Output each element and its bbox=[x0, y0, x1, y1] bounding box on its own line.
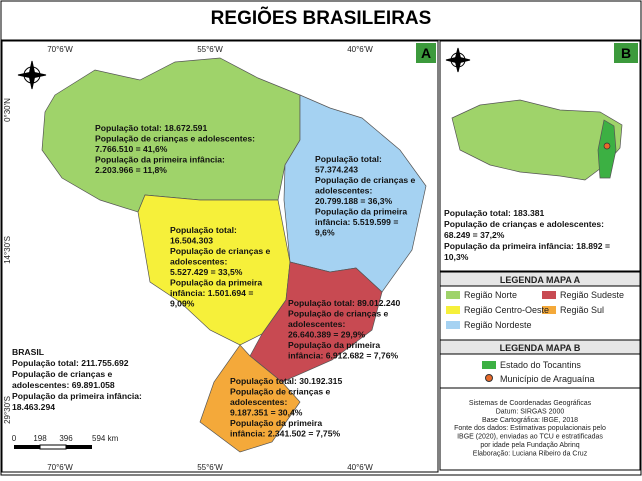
region-stats: 2.203.966 = 11,8% bbox=[95, 165, 167, 175]
map-a bbox=[41, 57, 427, 453]
coord-label: 70°6'W bbox=[47, 463, 73, 472]
region-sudeste bbox=[249, 261, 383, 383]
brasil-stats: 18.463.294 bbox=[12, 402, 55, 412]
region-stats: 26.640.389 = 29,9% bbox=[288, 330, 366, 340]
region-stats: 5.527.429 = 33,5% bbox=[170, 267, 243, 277]
info-line: Base Cartográfica: IBGE, 2018 bbox=[482, 417, 578, 424]
info-line: Sistemas de Coordenadas Geográficas bbox=[469, 400, 592, 407]
region-stats: População de crianças e bbox=[170, 246, 271, 256]
region-sul bbox=[199, 344, 301, 453]
coord-label: 70°6'W bbox=[47, 45, 73, 54]
region-stats: População de crianças e bbox=[315, 175, 416, 185]
panel-b-stats: 10,3% bbox=[444, 252, 469, 262]
region-stats: 7.766.510 = 41,6% bbox=[95, 144, 168, 154]
region-stats: 20.799.188 = 36,3% bbox=[315, 196, 393, 206]
region-stats: infância: 5.519.599 = bbox=[315, 217, 398, 227]
region-stats: População da primeira bbox=[288, 340, 380, 350]
brasil-stats: População total: 211.755.692 bbox=[12, 358, 129, 368]
panel-label: A bbox=[421, 45, 431, 61]
coord-label: 14°30'S bbox=[3, 236, 12, 264]
region-stats: adolescentes: bbox=[170, 257, 227, 267]
region-stats: 16.504.303 bbox=[170, 236, 213, 246]
coord-label: 55°6'W bbox=[197, 45, 223, 54]
label-box bbox=[416, 43, 436, 63]
coord-label: 0°30'N bbox=[3, 98, 12, 122]
araguaina-pin bbox=[603, 142, 611, 150]
legend-item: Região Sul bbox=[560, 305, 604, 315]
region-stats: 9,09% bbox=[170, 299, 195, 309]
region-stats: População da primeira infância: bbox=[95, 155, 225, 165]
texts: 70°6'W 70°6'W 55°6'W 55°6'W 40°6'W 40°6'W 0°30… bbox=[3, 45, 624, 472]
legend-item: Município de Araguaína bbox=[500, 374, 595, 384]
brasil-stats: População da primeira infância: bbox=[12, 391, 142, 401]
legend-item: Estado do Tocantins bbox=[500, 360, 581, 370]
region-centro-oeste bbox=[137, 194, 291, 346]
panel-label: B bbox=[621, 45, 631, 61]
region-norte bbox=[41, 57, 301, 213]
panel-b-stats: População da primeira infância: 18.892 = bbox=[444, 241, 610, 251]
coord-label: 55°6'W bbox=[197, 463, 223, 472]
region-stats: População total: 18.672.591 bbox=[95, 123, 207, 133]
region-stats: População da primeira bbox=[315, 207, 407, 217]
compass bbox=[17, 47, 471, 90]
brasil-stats: População de crianças e bbox=[12, 369, 113, 379]
scale-label: 0 bbox=[12, 434, 17, 443]
scale-label: 594 km bbox=[92, 434, 119, 443]
coord-label: 40°6'W bbox=[347, 45, 373, 54]
panel-b-stats: População total: 183.381 bbox=[444, 208, 545, 218]
legend-item: Região Nordeste bbox=[464, 320, 532, 330]
label-box bbox=[614, 43, 638, 63]
brasil-stats: adolescentes: 69.891.058 bbox=[12, 380, 115, 390]
region-stats: População total: 89.012.240 bbox=[288, 298, 400, 308]
region-stats: População de crianças e bbox=[288, 309, 389, 319]
brasil-stats: BRASIL bbox=[12, 347, 44, 357]
legend-a bbox=[439, 271, 641, 471]
region-stats: 57.374.243 bbox=[315, 165, 358, 175]
panel-b-stats: 68.249 = 37,2% bbox=[444, 230, 505, 240]
info-line: Elaboração: Luciana Ribeiro da Cruz bbox=[473, 450, 588, 457]
region-stats: População da primeira bbox=[230, 418, 322, 428]
scale-label: 198 bbox=[33, 434, 47, 443]
region-stats: População total: bbox=[315, 154, 382, 164]
map-b bbox=[451, 99, 623, 181]
coord-label: 40°6'W bbox=[347, 463, 373, 472]
scale-bar bbox=[14, 444, 92, 450]
legend-item: Região Centro-Oeste bbox=[464, 305, 549, 315]
info-line: Datum: SIRGAS 2000 bbox=[496, 408, 565, 415]
region-stats: adolescentes: bbox=[230, 397, 287, 407]
region-stats: População da primeira bbox=[170, 278, 262, 288]
coord-label: 29°30'S bbox=[3, 396, 12, 424]
legend-item: Região Sudeste bbox=[560, 290, 624, 300]
legend-title: LEGENDA MAPA B bbox=[500, 343, 581, 353]
title: REGIÕES BRASILEIRAS bbox=[211, 7, 432, 29]
region-stats: 9.187.351 = 30,4% bbox=[230, 408, 303, 418]
region-stats: adolescentes: bbox=[315, 186, 372, 196]
info-line: Fonte dos dados: Estimativas populaciona… bbox=[454, 425, 606, 432]
region-stats: infância: 6.912.682 = 7,76% bbox=[288, 351, 398, 361]
legend-item: Região Norte bbox=[464, 290, 517, 300]
info-line: por idade pela Fundação Abrinq bbox=[480, 442, 579, 449]
region-stats: População total: bbox=[170, 225, 237, 235]
legend-title: LEGENDA MAPA A bbox=[500, 275, 581, 285]
info-line: IBGE (2020), enviadas ao TCU e estratifi… bbox=[457, 434, 603, 441]
region-stats: 9,6% bbox=[315, 228, 335, 238]
panel-b-stats: População de crianças e adolescentes: bbox=[444, 219, 604, 229]
scale-label: 396 bbox=[59, 434, 73, 443]
region-stats: População de crianças e bbox=[230, 387, 331, 397]
region-stats: infância: 1.501.694 = bbox=[170, 288, 253, 298]
region-stats: infância: 2.341.502 = 7,75% bbox=[230, 429, 340, 439]
region-stats: População de crianças e adolescentes: bbox=[95, 134, 255, 144]
region-stats: adolescentes: bbox=[288, 319, 345, 329]
region-stats: População total: 30.192.315 bbox=[230, 376, 342, 386]
